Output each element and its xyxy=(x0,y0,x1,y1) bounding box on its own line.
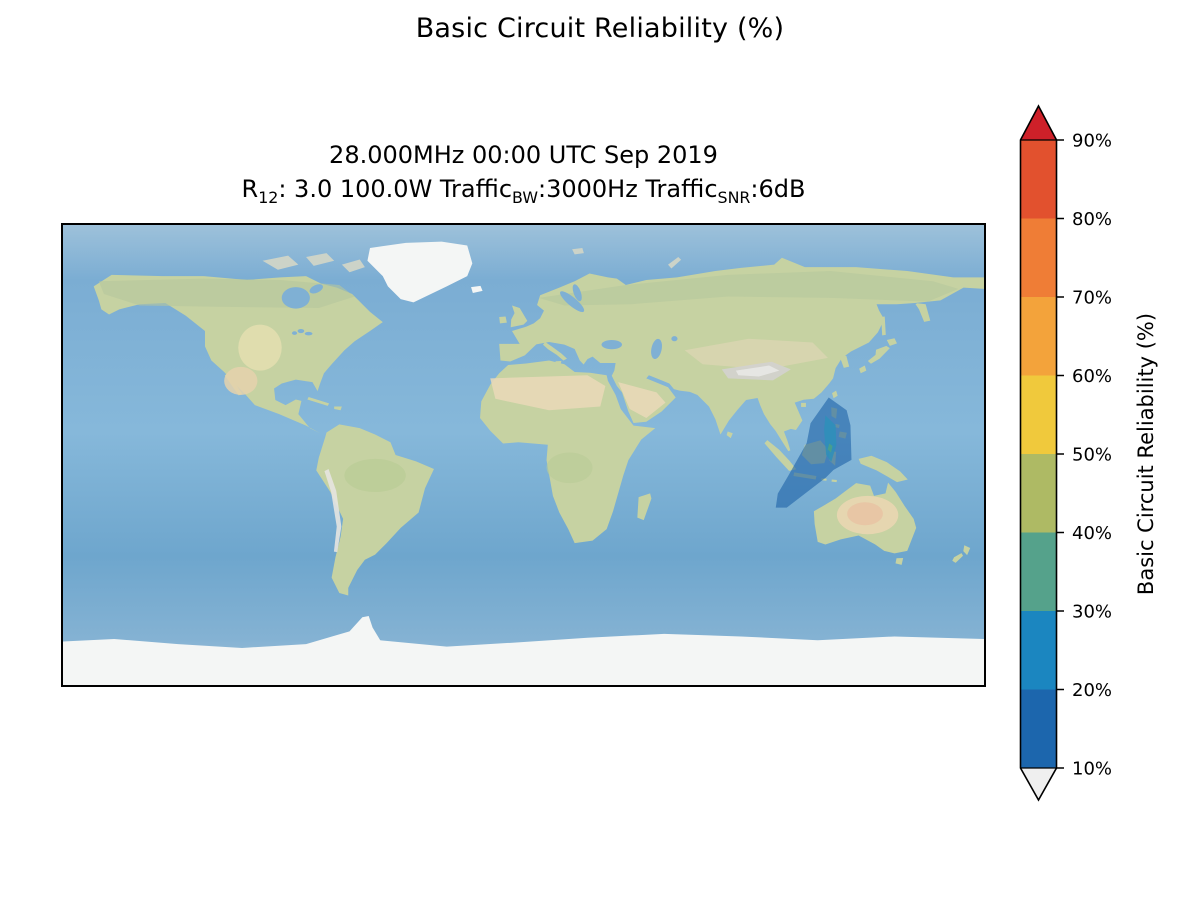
landmass-japan-honshu xyxy=(867,345,890,364)
colorbar-axis-label: Basic Circuit Reliability (%) xyxy=(1134,312,1158,596)
landmass-sicily xyxy=(555,360,562,365)
landmass-madagascar xyxy=(637,493,652,521)
colorbar-tick-label-30: 30% xyxy=(1072,602,1112,623)
r12-base: R xyxy=(241,175,259,203)
map-title-line1: 28.000MHz 00:00 UTC Sep 2019 xyxy=(329,141,718,169)
colorbar-over-triangle xyxy=(1020,106,1057,140)
colorbar-segment-50-60 xyxy=(1020,375,1057,454)
landmass-italy xyxy=(542,342,567,361)
landmass-antarctica xyxy=(63,616,984,685)
landmass-japan-hokkaido xyxy=(886,338,898,346)
islands-canadian-arctic xyxy=(262,253,365,273)
steppe-central-asia xyxy=(684,338,828,370)
colorbar-tick-label-90: 90% xyxy=(1072,131,1112,152)
params-segment-2: :3000Hz Traffic xyxy=(537,175,718,203)
figure-title: Basic Circuit Reliability (%) xyxy=(415,13,785,44)
desert-arabia xyxy=(618,382,666,418)
baltic-sea xyxy=(560,291,585,313)
landmass-new-guinea xyxy=(858,455,908,483)
inland-waters xyxy=(281,284,678,359)
colorbar-tick-label-20: 20% xyxy=(1072,680,1112,701)
hudson-strait xyxy=(309,284,323,294)
colorbar-tick-labels: 90% 80% 70% 60% 50% 40% 30% 20% 10% xyxy=(1072,131,1112,780)
colorbar-tick-label-10: 10% xyxy=(1072,759,1112,780)
great-lakes-1 xyxy=(297,329,305,334)
landmass-iceland xyxy=(471,285,483,293)
landmass-korea xyxy=(840,354,850,368)
boreal-eurasia xyxy=(538,271,959,306)
map-title: 28.000MHz 00:00 UTC Sep 2019 R12: 3.0 10… xyxy=(61,138,986,215)
world-map-svg xyxy=(63,225,984,685)
amazon-basin xyxy=(344,458,406,493)
map-title-line2: R12: 3.0 100.0W TrafficBW:3000Hz Traffic… xyxy=(61,172,986,215)
bw-subscript: BW xyxy=(512,187,538,207)
congo-basin xyxy=(546,452,593,484)
landmass-africa xyxy=(480,360,656,544)
desert-australia-core xyxy=(847,502,883,526)
island-svalbard xyxy=(572,248,584,255)
colorbar-under-triangle xyxy=(1020,768,1057,800)
island-novaya-zemlya xyxy=(668,256,682,269)
params-segment-3: :6dB xyxy=(750,175,806,203)
reliability-region-20-30 xyxy=(824,415,837,462)
colorbar: 90% 80% 70% 60% 50% 40% 30% 20% 10% xyxy=(1019,104,1112,802)
colorbar-tick-marks xyxy=(1056,139,1064,769)
great-lakes-3 xyxy=(291,331,298,335)
landmass-british-isles xyxy=(510,305,528,328)
caspian-sea xyxy=(651,338,662,359)
plains-usa xyxy=(238,324,282,371)
landmass-north-america xyxy=(93,274,383,434)
colorbar-segment-80-90 xyxy=(1020,140,1057,219)
r12-subscript: 12 xyxy=(258,187,279,207)
great-lakes-2 xyxy=(304,331,313,336)
colorbar-segment-40-50 xyxy=(1020,454,1057,533)
arctic-islands xyxy=(262,248,682,273)
landmass-new-zealand-north xyxy=(963,545,971,556)
colorbar-segment-30-40 xyxy=(1020,532,1057,611)
landmass-tasmania xyxy=(895,557,904,565)
landmass-kamchatka xyxy=(915,303,931,322)
colorbar-segment-60-70 xyxy=(1020,297,1057,376)
snr-subscript: SNR xyxy=(717,187,751,207)
boreal-north-america xyxy=(98,278,355,309)
landmass-ireland xyxy=(499,316,507,324)
landmass-sakhalin xyxy=(881,316,886,336)
desert-southwest-mexico xyxy=(224,366,258,395)
landmass-sumatra xyxy=(764,440,797,471)
colorbar-tick-label-60: 60% xyxy=(1072,366,1112,387)
colorbar-tick-label-80: 80% xyxy=(1072,209,1112,230)
landmass-south-america xyxy=(316,424,434,596)
ice-sheets xyxy=(63,241,984,685)
hudson-bay xyxy=(281,287,310,309)
colorbar-tick-label-70: 70% xyxy=(1072,288,1112,309)
aral-sea xyxy=(671,336,678,342)
desert-sahara xyxy=(490,375,606,411)
landmass-greenland xyxy=(367,241,473,303)
landmass-hispaniola xyxy=(334,406,342,411)
islands-lesser-sunda xyxy=(821,478,837,483)
world-map xyxy=(61,223,986,687)
landmass-cuba xyxy=(307,396,330,406)
snow-himalaya xyxy=(735,365,780,377)
colorbar-segment-10-20 xyxy=(1020,689,1057,768)
colorbar-segment-70-80 xyxy=(1020,218,1057,297)
colorbar-tick-label-50: 50% xyxy=(1072,445,1112,466)
colorbar-segment-20-30 xyxy=(1020,611,1057,690)
reliability-speck-30-40 xyxy=(827,443,833,453)
landmass-taiwan xyxy=(832,390,838,399)
landmass-new-zealand-south xyxy=(952,553,964,563)
landmass-hainan xyxy=(801,402,806,407)
gulf-of-bothnia xyxy=(572,284,582,302)
terrain-shading xyxy=(98,271,959,553)
reliability-overlay xyxy=(775,397,852,508)
black-sea xyxy=(601,340,622,350)
colorbar-tick-label-40: 40% xyxy=(1072,523,1112,544)
mountains-andes xyxy=(324,469,342,553)
landmass-japan-kyushu xyxy=(859,365,867,374)
params-segment-1: : 3.0 100.0W Traffic xyxy=(278,175,513,203)
landmass-sri-lanka xyxy=(726,431,733,439)
colorbar-segments xyxy=(1020,106,1057,800)
